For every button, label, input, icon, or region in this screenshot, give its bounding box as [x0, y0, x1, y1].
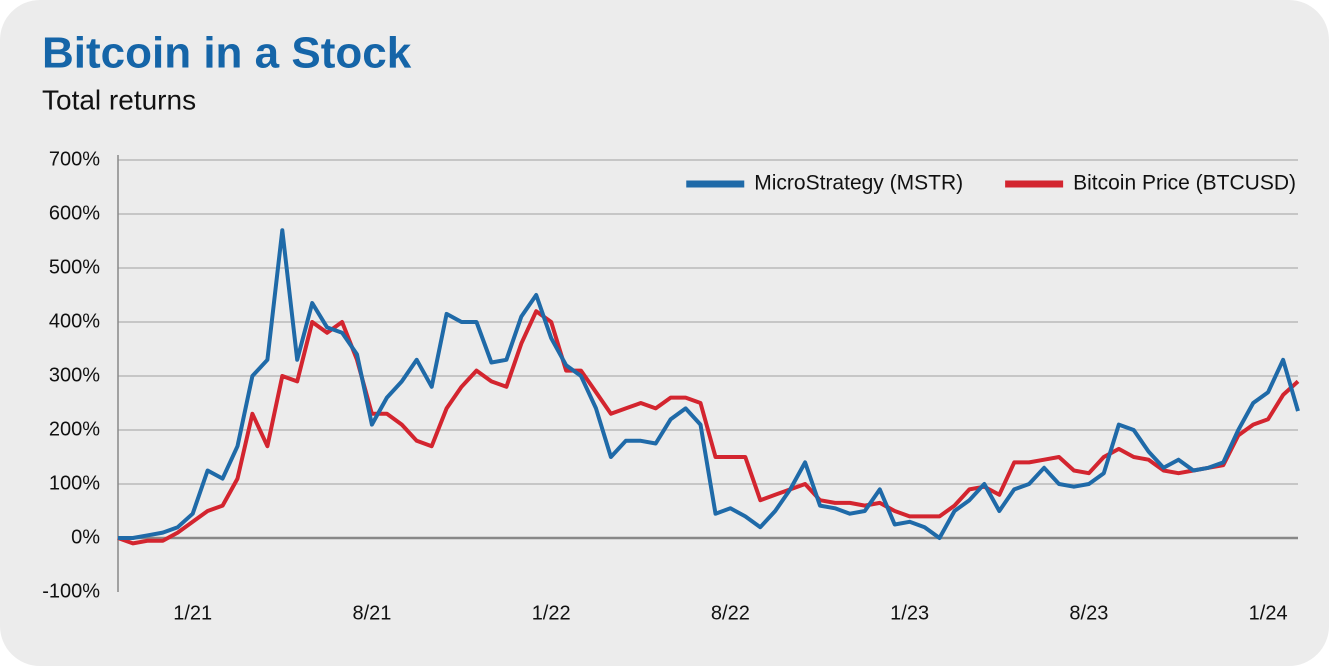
chart-subtitle: Total returns	[42, 84, 196, 115]
x-tick-label: 1/23	[890, 602, 929, 624]
x-tick-label: 1/22	[532, 602, 571, 624]
y-tick-label: 600%	[49, 202, 100, 224]
y-tick-label: 200%	[49, 418, 100, 440]
series-line	[118, 228, 1300, 540]
series-line	[117, 309, 1300, 546]
x-tick-label: 8/21	[352, 602, 391, 624]
y-tick-label: 700%	[49, 148, 100, 170]
x-tick-label: 8/22	[711, 602, 750, 624]
legend-label: MicroStrategy (MSTR)	[754, 172, 963, 195]
chart-title: Bitcoin in a Stock	[42, 29, 412, 78]
y-tick-label: -100%	[42, 580, 100, 602]
y-tick-label: 100%	[49, 472, 100, 494]
y-tick-label: 300%	[49, 364, 100, 386]
legend-label: Bitcoin Price (BTCUSD)	[1073, 172, 1296, 195]
y-tick-label: 0%	[71, 526, 100, 548]
y-tick-label: 400%	[49, 310, 100, 332]
y-tick-label: 500%	[49, 256, 100, 278]
x-tick-label: 1/21	[173, 602, 212, 624]
x-tick-label: 1/24	[1249, 602, 1288, 624]
x-tick-label: 8/23	[1069, 602, 1108, 624]
